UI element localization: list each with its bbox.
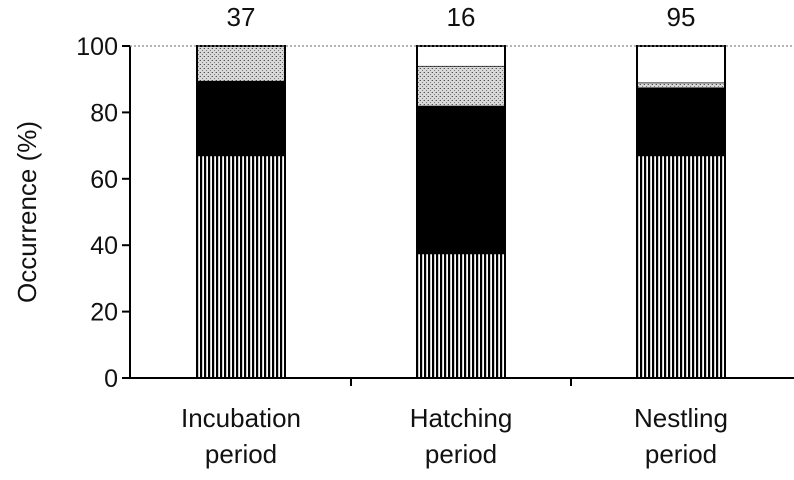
category-label-2-1: period — [645, 439, 717, 469]
category-label-1-1: period — [425, 439, 497, 469]
bar-segment-0-0 — [197, 155, 285, 378]
bar-segment-2-3 — [637, 46, 725, 83]
y-tick-label-2: 40 — [90, 232, 118, 260]
y-tick-label-0: 0 — [104, 365, 118, 393]
bar-segment-1-2 — [417, 65, 505, 106]
bar-segment-2-2 — [637, 82, 725, 88]
bar-segment-2-1 — [637, 87, 725, 156]
y-tick-label-4: 80 — [90, 99, 118, 127]
bar-segment-0-1 — [197, 80, 285, 156]
y-tick-label-1: 20 — [90, 299, 118, 327]
y-tick-label-5: 100 — [76, 33, 118, 61]
category-label-2-0: Nestling — [634, 403, 728, 433]
bar-segment-0-2 — [197, 46, 285, 81]
bar-segment-1-1 — [417, 105, 505, 254]
bar-segment-1-0 — [417, 253, 505, 378]
bar-segment-2-0 — [637, 155, 725, 378]
category-label-1-0: Hatching — [410, 403, 513, 433]
y-tick-label-3: 60 — [90, 166, 118, 194]
category-label-0-0: Incubation — [181, 403, 301, 433]
sample-size-label-1: 16 — [447, 2, 476, 32]
category-label-0-1: period — [205, 439, 277, 469]
sample-size-label-2: 95 — [667, 2, 696, 32]
plot-area: 0 20 40 60 80 100 Incubation period Hatching peri… — [76, 2, 794, 469]
y-axis-label: Occurrence (%) — [12, 121, 42, 303]
sample-size-label-0: 37 — [227, 2, 256, 32]
bar-segment-1-3 — [417, 46, 505, 66]
